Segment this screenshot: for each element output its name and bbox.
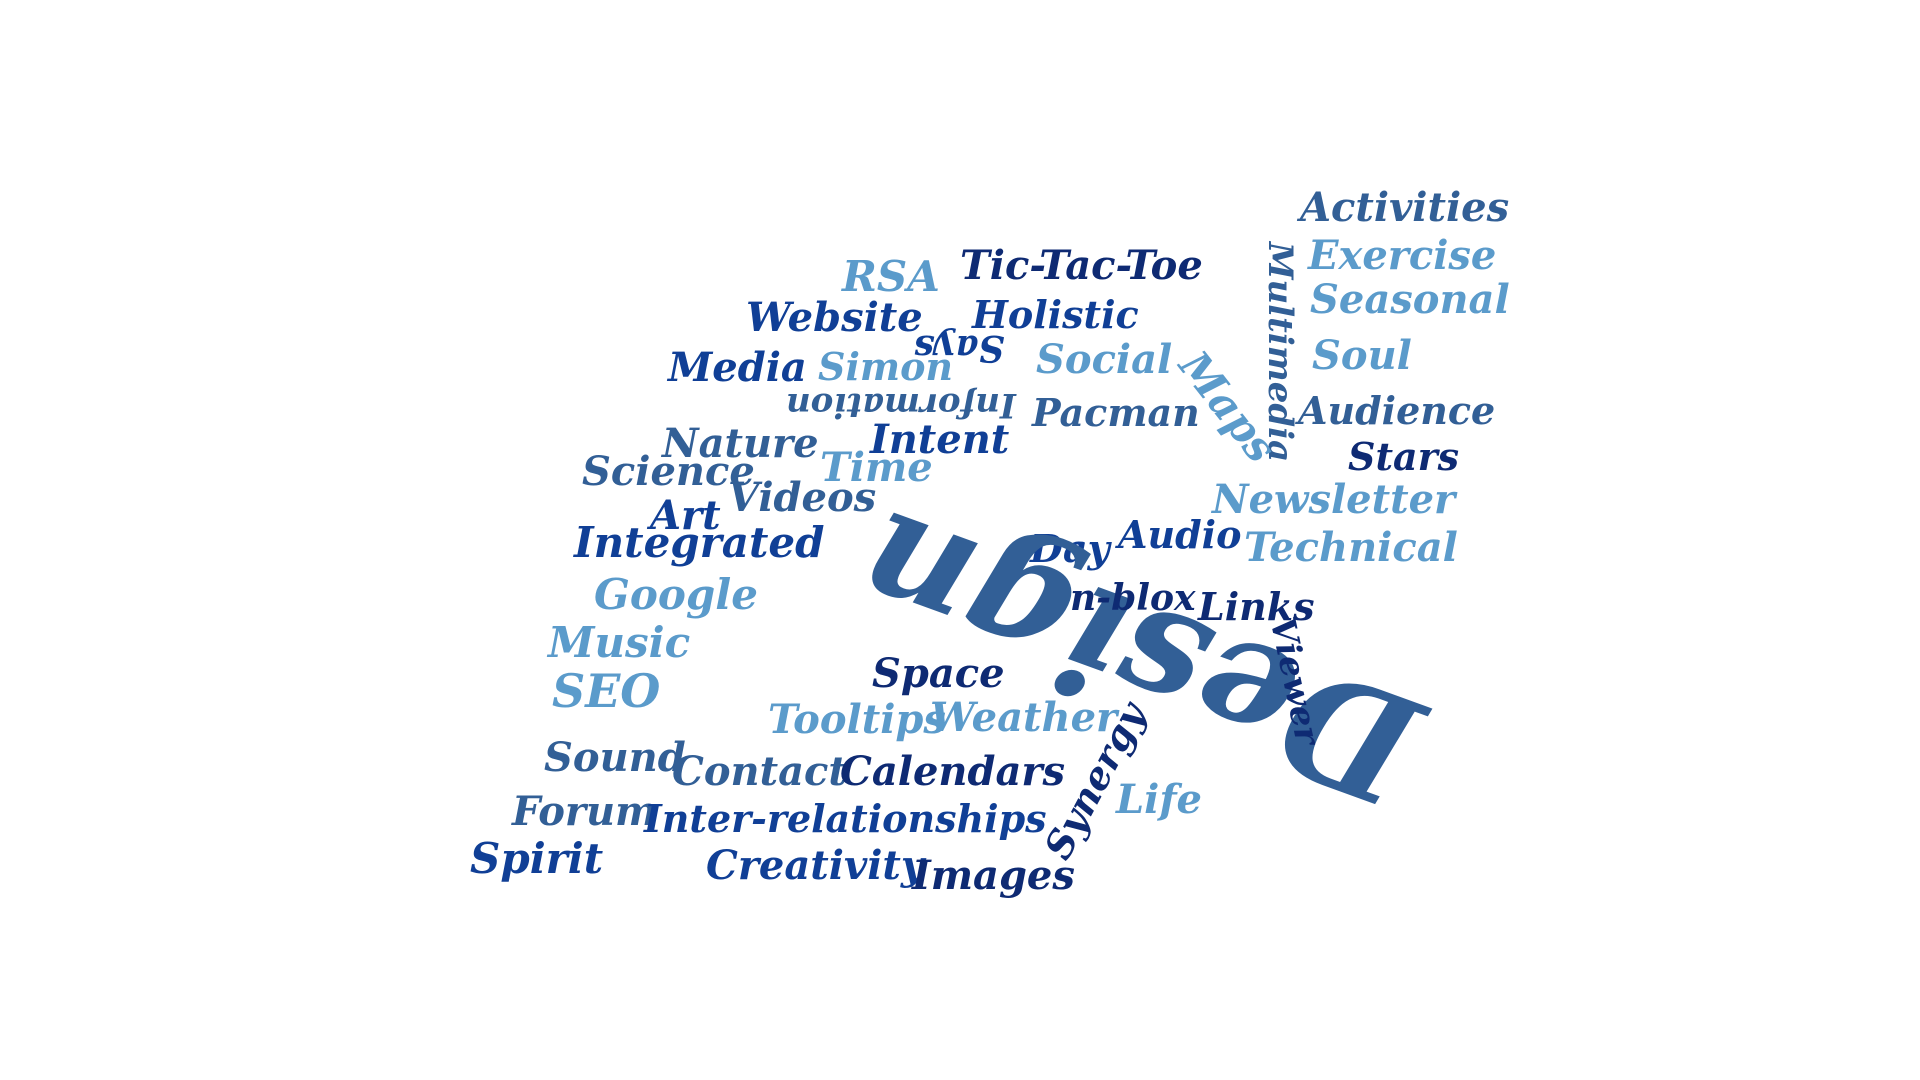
word-activities: Activities xyxy=(1300,184,1510,231)
word-audio: Audio xyxy=(1118,512,1242,557)
word-videos: Videos xyxy=(728,474,877,521)
word-art: Art xyxy=(650,492,721,539)
word-soul: Soul xyxy=(1312,332,1412,379)
word-social: Social xyxy=(1036,336,1173,383)
word-forum: Forum xyxy=(512,788,658,835)
word-calendars: Calendars xyxy=(840,748,1065,795)
word-newsletter: Newsletter xyxy=(1212,476,1456,523)
word-images: Images xyxy=(912,852,1075,899)
word-simon: Simon xyxy=(818,344,954,389)
word-links: Links xyxy=(1198,584,1315,629)
word-audience: Audience xyxy=(1298,388,1496,433)
word-time: Time xyxy=(820,444,933,491)
word-integrated: Integrated xyxy=(574,518,825,567)
word-technical: Technical xyxy=(1244,524,1458,571)
word-google: Google xyxy=(594,570,758,619)
word-website: Website xyxy=(746,294,923,341)
word-space: Space xyxy=(872,650,1005,697)
word-n-blox: n-blox xyxy=(1070,577,1196,619)
word-nature: Nature xyxy=(662,420,819,467)
word-exercise: Exercise xyxy=(1308,232,1497,279)
word-sound: Sound xyxy=(544,734,686,781)
word-media: Media xyxy=(668,344,807,391)
word-weather: Weather xyxy=(930,694,1118,741)
word-spirit: Spirit xyxy=(470,834,604,883)
word-tooltips: Tooltips xyxy=(768,696,946,743)
word-inter-relationships: Inter-relationships xyxy=(644,796,1047,841)
word-life: Life xyxy=(1116,776,1202,823)
word-rsa: RSA xyxy=(842,252,940,301)
word-stars: Stars xyxy=(1348,434,1460,479)
word-contact: Contact xyxy=(672,748,847,795)
word-music: Music xyxy=(548,618,691,667)
word-science: Science xyxy=(582,448,755,495)
word-day: Day xyxy=(1030,526,1110,571)
word-seo: SEO xyxy=(552,664,661,718)
word-seasonal: Seasonal xyxy=(1310,276,1510,323)
word-pacman: Pacman xyxy=(1032,390,1200,435)
word-holistic: Holistic xyxy=(972,292,1139,337)
word-tic-tac-toe: Tic-Tac-Toe xyxy=(960,242,1203,289)
word-intent: Intent xyxy=(870,416,1010,463)
word-creativity: Creativity xyxy=(706,842,925,889)
